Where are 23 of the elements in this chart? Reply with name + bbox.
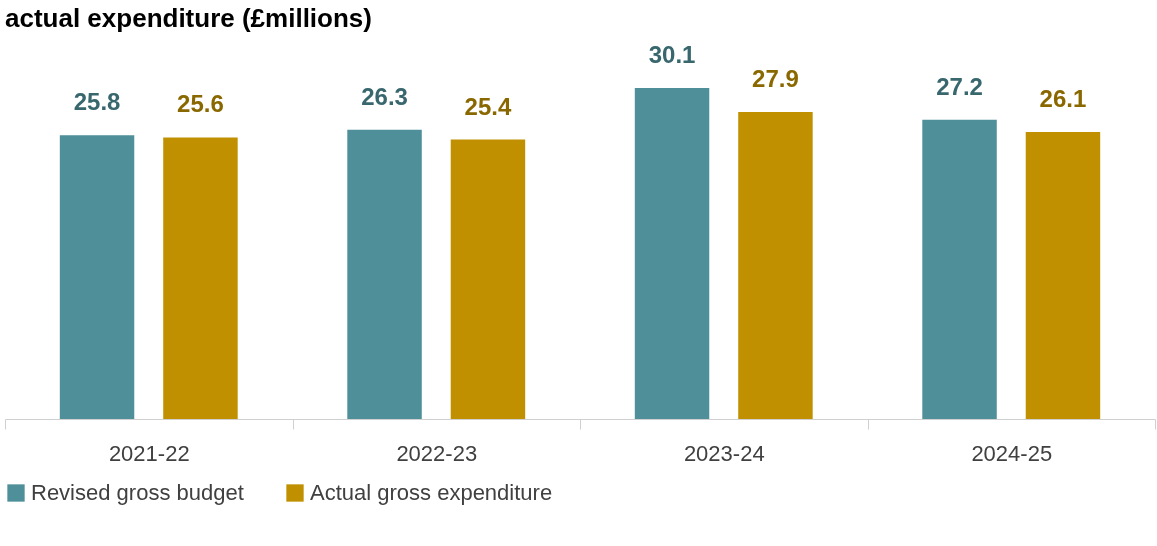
x-tick-label: 2024-25	[971, 440, 1053, 466]
bar	[738, 112, 813, 419]
data-label: 26.3	[361, 82, 408, 110]
x-tick-label: 2022-23	[396, 440, 478, 466]
bar	[450, 139, 526, 419]
data-label: 30.1	[648, 40, 696, 68]
bar	[922, 119, 997, 419]
bar	[59, 135, 135, 419]
x-tick-label: 2023-24	[683, 440, 765, 466]
chart-title: actual expenditure (£millions)	[5, 3, 372, 33]
x-tick-label: 2021-22	[108, 440, 190, 466]
bar	[347, 129, 422, 419]
legend-label: Actual gross expenditure	[310, 480, 553, 505]
data-label: 27.2	[936, 72, 983, 100]
data-label: 25.6	[177, 90, 224, 118]
legend-label: Revised gross budget	[31, 480, 244, 505]
data-label: 26.1	[1039, 84, 1087, 112]
bar	[634, 87, 710, 419]
data-label: 25.8	[73, 88, 121, 116]
bar	[163, 137, 238, 419]
data-label: 27.9	[752, 65, 799, 93]
bar	[1025, 131, 1101, 419]
data-label: 25.4	[464, 92, 512, 120]
